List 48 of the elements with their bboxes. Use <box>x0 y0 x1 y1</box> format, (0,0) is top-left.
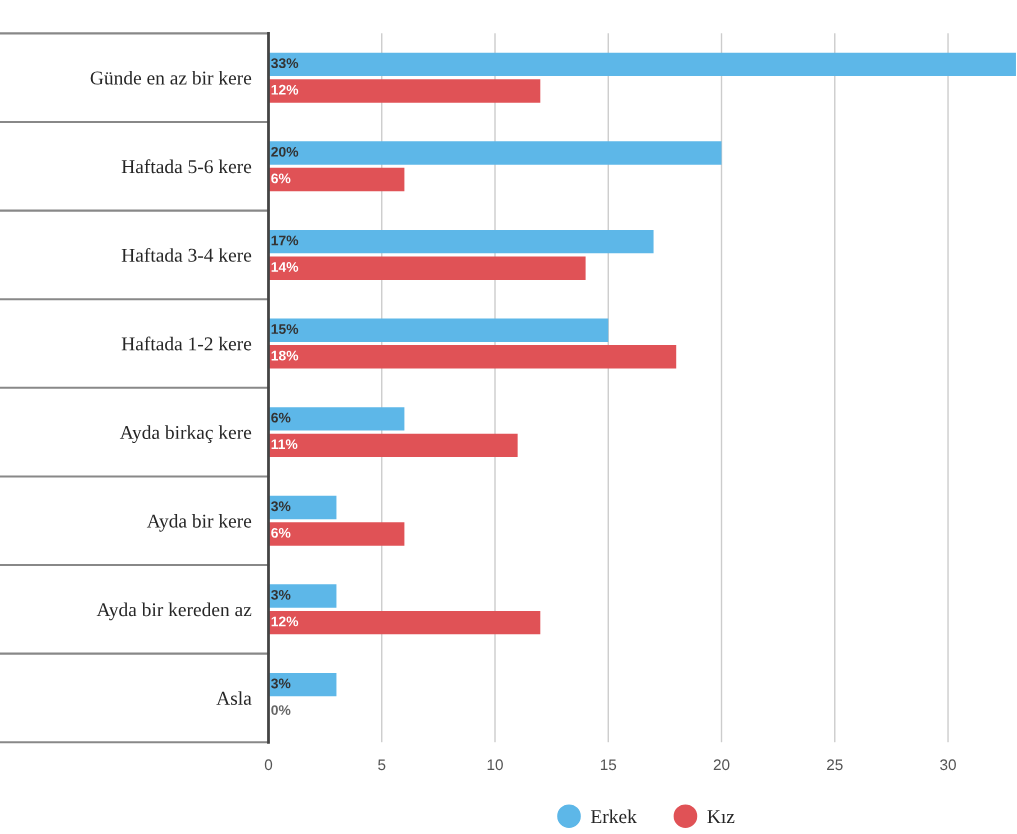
y-tick-label: Ayda bir kere <box>146 513 252 532</box>
data-label: 3% <box>271 589 291 600</box>
data-label: 33% <box>271 58 299 69</box>
x-tick-label: 5 <box>378 759 386 771</box>
bar <box>268 584 337 608</box>
y-tick-label: Haftada 5-6 kere <box>121 159 252 174</box>
bar <box>268 52 1016 77</box>
y-tick-label: Ayda bir kereden az <box>96 602 252 621</box>
x-tick-label: 20 <box>713 759 730 771</box>
bar <box>268 345 677 369</box>
data-label: 3% <box>271 678 291 689</box>
bar <box>268 256 586 280</box>
bar <box>268 141 722 165</box>
bar <box>268 495 337 520</box>
bar <box>268 672 337 697</box>
data-label: 20% <box>271 146 299 157</box>
bar <box>268 79 541 103</box>
data-label: 12% <box>271 84 299 95</box>
data-label: 6% <box>271 173 291 184</box>
data-label: 17% <box>271 235 299 246</box>
y-tick-label: Haftada 3-4 kere <box>121 247 252 262</box>
data-label: 6% <box>271 412 291 423</box>
data-label: 14% <box>271 262 299 272</box>
bar <box>268 407 405 431</box>
data-label: 6% <box>271 527 291 538</box>
bar <box>268 229 654 254</box>
y-tick-label: Asla <box>216 691 252 705</box>
bar <box>268 610 541 635</box>
data-label: 18% <box>271 350 299 361</box>
bar <box>268 167 405 192</box>
data-label: 12% <box>271 616 299 627</box>
x-tick-label: 30 <box>940 759 956 771</box>
bar <box>268 522 405 546</box>
legend-label: Kız <box>707 810 735 823</box>
y-tick-label: Günde en az bir kere <box>90 70 252 85</box>
x-tick-label: 15 <box>600 759 617 771</box>
data-label: 0% <box>271 705 291 715</box>
bar <box>268 318 609 342</box>
x-tick-label: 0 <box>264 759 273 771</box>
y-tick-label: Haftada 1-2 kere <box>121 336 252 351</box>
legend-label: Erkek <box>590 809 637 824</box>
data-label: 15% <box>271 324 299 334</box>
data-label: 11% <box>271 439 298 450</box>
x-tick-label: 25 <box>827 759 843 771</box>
bar <box>268 433 518 458</box>
y-tick-label: Ayda birkaç kere <box>119 425 252 444</box>
data-label: 3% <box>271 501 291 512</box>
x-tick-label: 10 <box>487 759 503 771</box>
